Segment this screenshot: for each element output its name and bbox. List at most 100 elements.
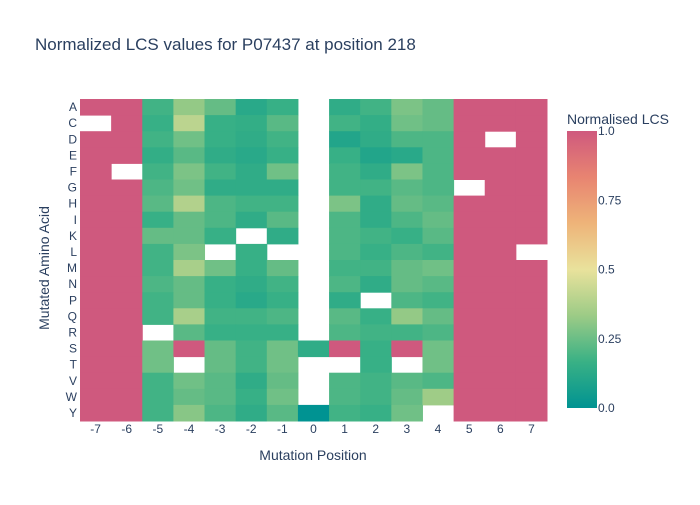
heatmap-cell-P-4[interactable] — [422, 292, 455, 309]
heatmap-cell-L-5[interactable] — [453, 243, 486, 261]
heatmap-cell-C-3[interactable] — [391, 115, 423, 132]
heatmap-cell-V--1[interactable] — [266, 372, 299, 390]
heatmap-cell-A--2[interactable] — [235, 99, 268, 116]
heatmap-cell-H--1[interactable] — [266, 195, 299, 213]
heatmap-cell-Q-3[interactable] — [391, 308, 423, 325]
heatmap-cell-K-5[interactable] — [453, 227, 486, 245]
heatmap-cell-S--2[interactable] — [235, 340, 268, 358]
heatmap-cell-A--1[interactable] — [266, 99, 299, 116]
heatmap-cell-G-4[interactable] — [422, 179, 455, 197]
heatmap-cell-M-7[interactable] — [515, 260, 548, 277]
heatmap-cell-Y--3[interactable] — [204, 404, 237, 422]
heatmap-cell-H--3[interactable] — [204, 195, 237, 213]
heatmap-cell-M-4[interactable] — [422, 260, 455, 277]
heatmap-cell-I--1[interactable] — [266, 211, 299, 229]
heatmap-cell-Y-5[interactable] — [453, 404, 486, 422]
heatmap-cell-S-1[interactable] — [329, 340, 361, 358]
heatmap-cell-T--3[interactable] — [204, 356, 237, 374]
heatmap-cell-S--5[interactable] — [142, 340, 174, 358]
heatmap-cell-Y-1[interactable] — [329, 404, 361, 422]
heatmap-cell-N-7[interactable] — [515, 276, 548, 293]
heatmap-cell-C--6[interactable] — [111, 115, 143, 132]
heatmap-cell-F--7[interactable] — [80, 163, 112, 180]
heatmap-cell-S--4[interactable] — [173, 340, 206, 358]
heatmap-cell-S-3[interactable] — [391, 340, 423, 358]
heatmap-cell-C--3[interactable] — [204, 115, 237, 132]
heatmap-cell-R--2[interactable] — [235, 324, 268, 341]
heatmap-cell-G--6[interactable] — [111, 179, 143, 197]
heatmap-cell-D-5[interactable] — [453, 131, 486, 148]
heatmap-cell-L-6[interactable] — [484, 243, 517, 261]
heatmap-cell-I-7[interactable] — [515, 211, 548, 229]
heatmap-cell-Y-6[interactable] — [484, 404, 517, 422]
heatmap-cell-G--4[interactable] — [173, 179, 206, 197]
heatmap-cell-L-3[interactable] — [391, 243, 423, 261]
heatmap-cell-Y--5[interactable] — [142, 404, 174, 422]
heatmap-cell-G--3[interactable] — [204, 179, 237, 197]
heatmap-cell-H--4[interactable] — [173, 195, 206, 213]
heatmap-cell-Q--3[interactable] — [204, 308, 237, 325]
heatmap-cell-H-3[interactable] — [391, 195, 423, 213]
heatmap-cell-Y--4[interactable] — [173, 404, 206, 422]
heatmap-cell-F-4[interactable] — [422, 163, 455, 180]
heatmap-cell-P--1[interactable] — [266, 292, 299, 309]
heatmap-cell-C-1[interactable] — [329, 115, 361, 132]
heatmap-cell-A-7[interactable] — [515, 99, 548, 116]
heatmap-cell-M--6[interactable] — [111, 260, 143, 277]
heatmap-cell-W--3[interactable] — [204, 388, 237, 406]
heatmap-cell-E-7[interactable] — [515, 147, 548, 164]
heatmap-cell-H-7[interactable] — [515, 195, 548, 213]
heatmap-cell-I-4[interactable] — [422, 211, 455, 229]
heatmap-cell-V--7[interactable] — [80, 372, 112, 390]
heatmap-cell-S--3[interactable] — [204, 340, 237, 358]
heatmap-cell-W-6[interactable] — [484, 388, 517, 406]
heatmap-cell-M--7[interactable] — [80, 260, 112, 277]
heatmap-cell-E--4[interactable] — [173, 147, 206, 164]
heatmap-cell-R-3[interactable] — [391, 324, 423, 341]
heatmap-cell-K--6[interactable] — [111, 227, 143, 245]
heatmap-cell-A--5[interactable] — [142, 99, 174, 116]
heatmap-cell-A-5[interactable] — [453, 99, 486, 116]
heatmap-cell-M-5[interactable] — [453, 260, 486, 277]
heatmap-cell-D--3[interactable] — [204, 131, 237, 148]
heatmap-cell-Y--1[interactable] — [266, 404, 299, 422]
heatmap-cell-I-5[interactable] — [453, 211, 486, 229]
heatmap-cell-I-3[interactable] — [391, 211, 423, 229]
heatmap-cell-T--6[interactable] — [111, 356, 143, 374]
heatmap-cell-I--2[interactable] — [235, 211, 268, 229]
heatmap-cell-W--2[interactable] — [235, 388, 268, 406]
heatmap-cell-D--2[interactable] — [235, 131, 268, 148]
heatmap-cell-L--2[interactable] — [235, 243, 268, 261]
heatmap-cell-C-7[interactable] — [515, 115, 548, 132]
heatmap-cell-W-5[interactable] — [453, 388, 486, 406]
heatmap-cell-V-4[interactable] — [422, 372, 455, 390]
heatmap-cell-R--3[interactable] — [204, 324, 237, 341]
heatmap-cell-W--5[interactable] — [142, 388, 174, 406]
heatmap-cell-H-6[interactable] — [484, 195, 517, 213]
heatmap-cell-Q--7[interactable] — [80, 308, 112, 325]
heatmap-cell-P-1[interactable] — [329, 292, 361, 309]
heatmap-cell-F--2[interactable] — [235, 163, 268, 180]
heatmap-cell-V-1[interactable] — [329, 372, 361, 390]
heatmap-cell-A--6[interactable] — [111, 99, 143, 116]
heatmap-cell-V--6[interactable] — [111, 372, 143, 390]
heatmap-cell-D-3[interactable] — [391, 131, 423, 148]
heatmap-cell-Q-7[interactable] — [515, 308, 548, 325]
heatmap-cell-N-2[interactable] — [360, 276, 392, 293]
heatmap-cell-G--7[interactable] — [80, 179, 112, 197]
heatmap-cell-S--7[interactable] — [80, 340, 112, 358]
heatmap-cell-G--1[interactable] — [266, 179, 299, 197]
heatmap-cell-V-3[interactable] — [391, 372, 423, 390]
heatmap-cell-N-1[interactable] — [329, 276, 361, 293]
heatmap-cell-I-2[interactable] — [360, 211, 392, 229]
heatmap-cell-H-5[interactable] — [453, 195, 486, 213]
heatmap-cell-K-4[interactable] — [422, 227, 455, 245]
heatmap-cell-S-2[interactable] — [360, 340, 392, 358]
heatmap-cell-G--5[interactable] — [142, 179, 174, 197]
heatmap-cell-P--3[interactable] — [204, 292, 237, 309]
heatmap-cell-R--6[interactable] — [111, 324, 143, 341]
heatmap-cell-F-3[interactable] — [391, 163, 423, 180]
heatmap-cell-S-5[interactable] — [453, 340, 486, 358]
heatmap-cell-R-1[interactable] — [329, 324, 361, 341]
heatmap-cell-N--7[interactable] — [80, 276, 112, 293]
